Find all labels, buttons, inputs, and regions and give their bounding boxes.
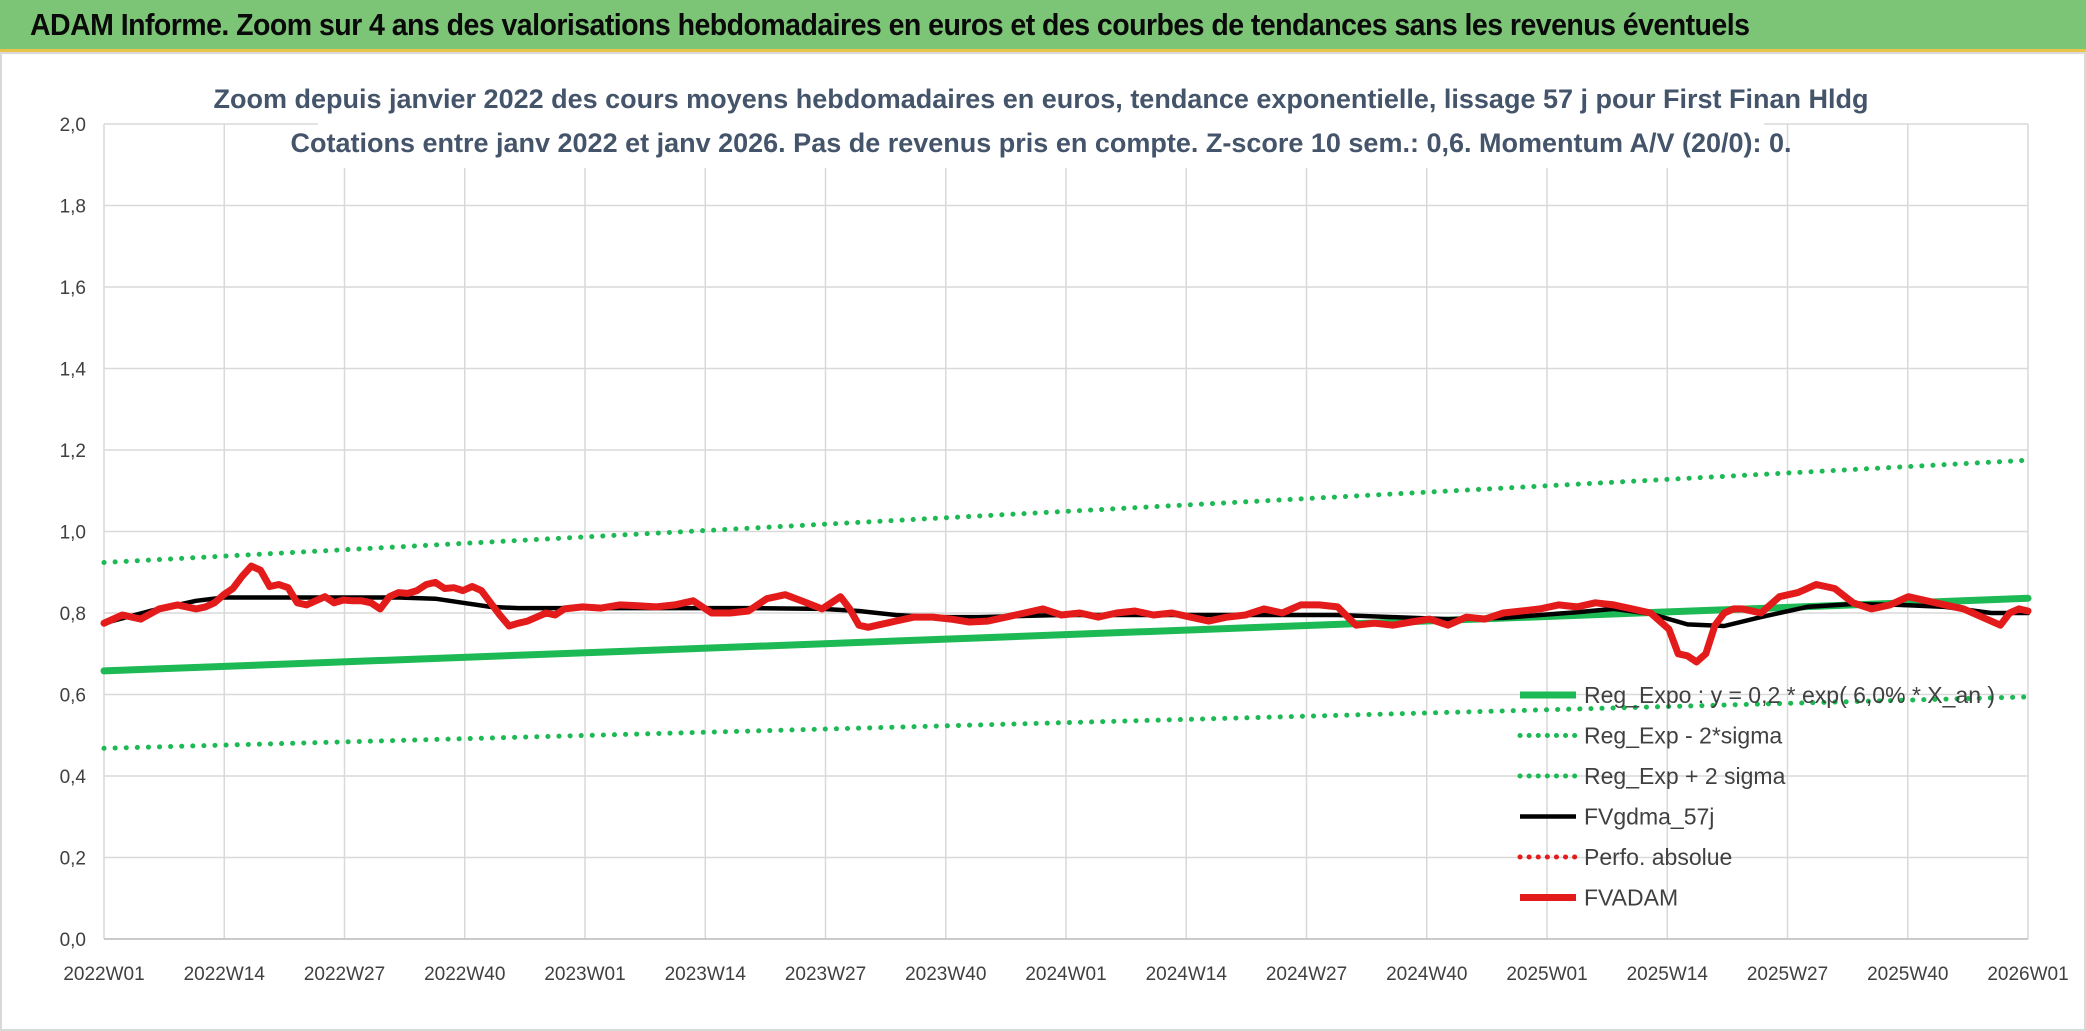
x-tick-label: 2025W01 (1506, 964, 1587, 985)
chart-title-background (318, 78, 1764, 168)
x-tick-label: 2024W40 (1386, 964, 1467, 985)
chart-title-line2: Cotations entre janv 2022 et janv 2026. … (290, 128, 1791, 158)
chart-frame (0, 52, 2086, 1031)
x-tick-label: 2024W14 (1146, 964, 1228, 985)
y-tick-label: 2,0 (60, 115, 86, 136)
page-title: ADAM Informe. Zoom sur 4 ans des valoris… (30, 7, 1750, 42)
x-tick-label: 2022W14 (184, 964, 266, 985)
legend-label: Reg_Expo : y = 0,2 * exp( 6,0% * X_an ) (1584, 682, 1995, 708)
x-tick-label: 2025W40 (1867, 964, 1948, 985)
x-tick-label: 2025W27 (1747, 964, 1828, 985)
x-tick-label: 2023W14 (665, 964, 747, 985)
x-tick-label: 2023W40 (905, 964, 986, 985)
legend-label: FVgdma_57j (1584, 804, 1714, 830)
y-tick-label: 0,0 (60, 930, 86, 951)
x-tick-label: 2026W01 (1987, 964, 2068, 985)
x-tick-label: 2025W14 (1627, 964, 1709, 985)
x-tick-label: 2022W27 (304, 964, 385, 985)
series-line-2 (101, 457, 2031, 565)
legend-label: FVADAM (1584, 885, 1678, 911)
y-tick-label: 1,6 (60, 278, 86, 299)
y-tick-label: 1,4 (60, 360, 87, 381)
x-tick-label: 2023W27 (785, 964, 866, 985)
x-tick-label: 2022W01 (63, 964, 144, 985)
header-bar: ADAM Informe. Zoom sur 4 ans des valoris… (0, 0, 2086, 52)
y-tick-label: 0,8 (60, 604, 86, 625)
y-axis: 0,0 0,2 0,4 0,6 0,8 1,0 1,2 1,4 1,6 1,8 2,0 (60, 115, 87, 951)
y-tick-label: 0,4 (60, 767, 87, 788)
series-line-0 (100, 594, 2032, 675)
chart-title-line1: Zoom depuis janvier 2022 des cours moyen… (214, 84, 1869, 114)
y-tick-label: 1,2 (60, 441, 86, 462)
x-axis: 2022W01 2022W14 2022W27 2022W40 2023W01 2023W… (63, 938, 2069, 985)
y-tick-label: 1,0 (60, 523, 86, 544)
series-line-1 (101, 694, 2031, 751)
y-tick-label: 0,2 (60, 849, 86, 870)
chart-legend: Reg_Expo : y = 0,2 * exp( 6,0% * X_an ) R… (1517, 682, 1995, 911)
y-tick-label: 1,8 (60, 197, 86, 218)
legend-label: Reg_Exp - 2*sigma (1584, 723, 1782, 749)
x-tick-label: 2023W01 (544, 964, 625, 985)
chart-series (100, 457, 2032, 751)
chart-gridlines (103, 123, 2029, 940)
legend-label: Perfo. absolue (1584, 844, 1732, 870)
y-tick-label: 0,6 (60, 686, 86, 707)
x-tick-label: 2022W40 (424, 964, 505, 985)
x-tick-label: 2024W01 (1025, 964, 1106, 985)
x-tick-label: 2024W27 (1266, 964, 1347, 985)
legend-label: Reg_Exp + 2 sigma (1584, 763, 1786, 789)
series-line-5 (100, 562, 2032, 666)
